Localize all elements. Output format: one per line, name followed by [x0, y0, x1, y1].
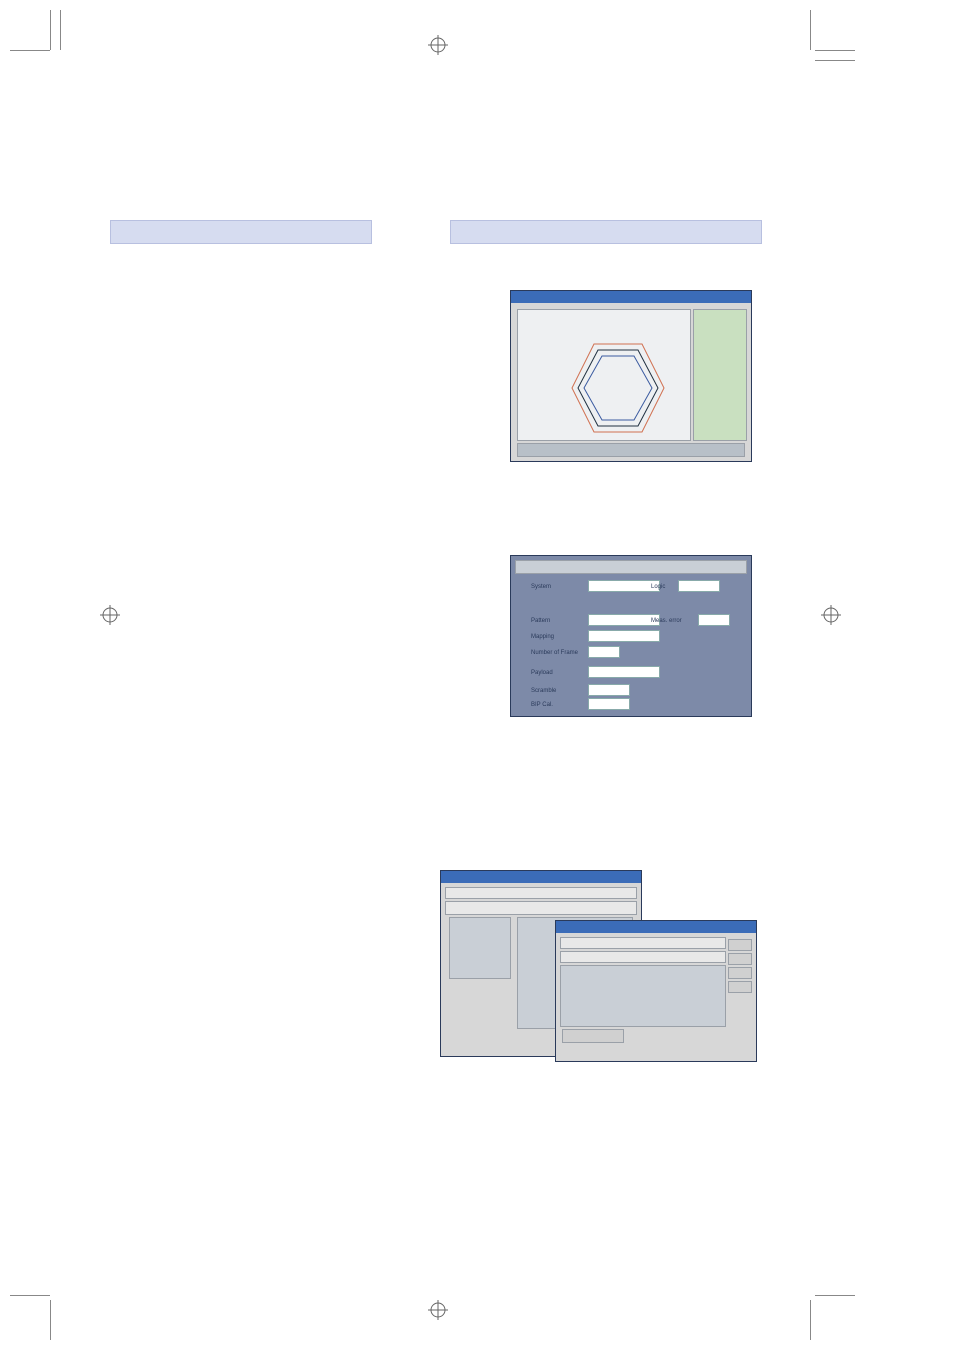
crop-mark: [60, 10, 61, 50]
label: Scramble: [531, 688, 586, 694]
dropdown[interactable]: [678, 580, 720, 592]
tab-strip: [445, 901, 637, 915]
side-panel: [693, 309, 747, 441]
crop-mark: [810, 10, 811, 50]
input[interactable]: [588, 646, 620, 658]
dropdown[interactable]: [588, 630, 660, 642]
next-button[interactable]: [728, 981, 752, 993]
dropdown[interactable]: [588, 666, 660, 678]
crop-mark: [10, 1295, 50, 1296]
label: Mapping: [531, 634, 586, 640]
crop-mark: [815, 1295, 855, 1296]
page-root: System Logic Pattern Mapping Number of F…: [0, 0, 954, 1351]
crop-mark: [10, 50, 50, 51]
chart-panel: [517, 309, 691, 441]
label: System: [531, 584, 586, 590]
window-body: [511, 303, 751, 461]
prev-button[interactable]: [728, 967, 752, 979]
section-header-bar: [110, 220, 372, 244]
tab-strip: [515, 560, 747, 574]
field-logic: Logic: [651, 580, 741, 592]
section-header-bar: [450, 220, 762, 244]
generate-data-button[interactable]: [562, 1029, 624, 1043]
screenshot-eye-diagram: [510, 290, 752, 462]
registration-mark-icon: [821, 605, 841, 625]
ok-button[interactable]: [728, 939, 752, 951]
field-num-frame: Number of Frame: [531, 646, 671, 658]
field-bipcal: BIP Cal.: [531, 698, 671, 710]
label: Pattern: [531, 618, 586, 624]
window-titlebar: [556, 921, 756, 933]
tab-strip-top: [560, 937, 726, 949]
label: Logic: [651, 584, 676, 590]
label: Meas. error: [651, 618, 696, 624]
screenshot-tx-main: System Logic Pattern Mapping Number of F…: [510, 555, 752, 717]
dropdown[interactable]: [588, 580, 660, 592]
registration-mark-icon: [428, 1300, 448, 1320]
window-body: [556, 933, 756, 1061]
tab-strip-sub: [560, 951, 726, 963]
registration-mark-icon: [100, 605, 120, 625]
crop-mark: [815, 50, 855, 51]
dropdown[interactable]: [588, 698, 630, 710]
dropdown[interactable]: [698, 614, 730, 626]
label: BIP Cal.: [531, 702, 586, 708]
cancel-button[interactable]: [728, 953, 752, 965]
field-system: System: [531, 580, 671, 592]
label: Payload: [531, 670, 586, 676]
window-titlebar: [441, 871, 641, 883]
screenshot-frame-setting-dialog: [555, 920, 757, 1062]
eye-diagram-icon: [558, 338, 678, 438]
dropdown[interactable]: [588, 614, 660, 626]
field-pattern: Pattern: [531, 614, 671, 626]
field-mapping: Mapping: [531, 630, 671, 642]
crop-mark: [50, 1300, 51, 1340]
form-panel: [560, 965, 726, 1027]
registration-mark-icon: [428, 35, 448, 55]
crop-mark: [50, 10, 51, 50]
field-meas-error: Meas. error: [651, 614, 741, 626]
field-scramble: Scramble: [531, 684, 671, 696]
ethernet-mode-group: [449, 917, 511, 979]
panel-body: System Logic Pattern Mapping Number of F…: [511, 556, 751, 716]
toolbar: [445, 887, 637, 899]
crop-mark: [815, 60, 855, 61]
label: Number of Frame: [531, 650, 586, 656]
dropdown[interactable]: [588, 684, 630, 696]
field-payload: Payload: [531, 666, 671, 678]
crop-mark: [810, 1300, 811, 1340]
status-bar: [517, 443, 745, 457]
window-titlebar: [511, 291, 751, 303]
